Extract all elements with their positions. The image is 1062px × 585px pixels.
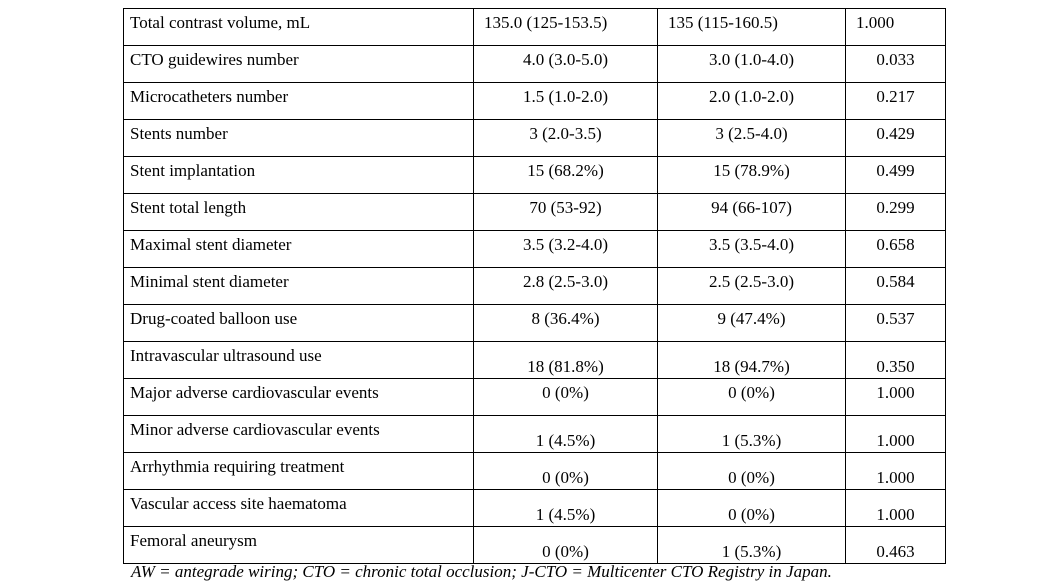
p-value-cell: 0.584	[845, 267, 946, 305]
group1-value-cell: 3 (2.0-3.5)	[473, 119, 658, 157]
group2-value-cell: 0 (0%)	[657, 489, 846, 527]
row-label-cell: Minimal stent diameter	[123, 267, 474, 305]
row-label-cell: Vascular access site haematoma	[123, 489, 474, 527]
table-row: Arrhythmia requiring treatment 0 (0%) 0 (0…	[123, 452, 946, 490]
row-label-cell: Stents number	[123, 119, 474, 157]
group2-value-cell: 3.5 (3.5-4.0)	[657, 230, 846, 268]
p-value-cell: 0.658	[845, 230, 946, 268]
p-value-cell: 0.537	[845, 304, 946, 342]
p-value-cell: 0.217	[845, 82, 946, 120]
group2-value-cell: 3 (2.5-4.0)	[657, 119, 846, 157]
row-label-cell: Arrhythmia requiring treatment	[123, 452, 474, 490]
p-value-cell: 1.000	[845, 489, 946, 527]
p-value-cell: 1.000	[845, 415, 946, 453]
group2-value-cell: 15 (78.9%)	[657, 156, 846, 194]
row-label-cell: Minor adverse cardiovascular events	[123, 415, 474, 453]
row-label-cell: Intravascular ultrasound use	[123, 341, 474, 379]
group2-value-cell: 2.0 (1.0-2.0)	[657, 82, 846, 120]
table-row: Stents number 3 (2.0-3.5) 3 (2.5-4.0) 0.429	[123, 119, 946, 157]
group2-value-cell: 2.5 (2.5-3.0)	[657, 267, 846, 305]
table-row: Major adverse cardiovascular events 0 (0%…	[123, 378, 946, 416]
table-row: Microcatheters number 1.5 (1.0-2.0) 2.0 (1…	[123, 82, 946, 120]
group1-value-cell: 1.5 (1.0-2.0)	[473, 82, 658, 120]
group1-value-cell: 0 (0%)	[473, 452, 658, 490]
p-value-cell: 0.299	[845, 193, 946, 231]
group1-value-cell: 2.8 (2.5-3.0)	[473, 267, 658, 305]
group2-value-cell: 1 (5.3%)	[657, 526, 846, 564]
table-row: Femoral aneurysm 0 (0%) 1 (5.3%) 0.463	[123, 526, 946, 564]
abbreviations-footnote: AW = antegrade wiring; CTO = chronic tot…	[131, 562, 832, 581]
group1-value-cell: 8 (36.4%)	[473, 304, 658, 342]
group2-value-cell: 135 (115-160.5)	[657, 8, 846, 46]
group1-value-cell: 1 (4.5%)	[473, 415, 658, 453]
table-row: Intravascular ultrasound use 18 (81.8%) 18…	[123, 341, 946, 379]
group1-value-cell: 15 (68.2%)	[473, 156, 658, 194]
procedural-outcomes-table: Total contrast volume, mL 135.0 (125-153.…	[123, 8, 946, 564]
row-label-cell: Stent implantation	[123, 156, 474, 194]
group1-value-cell: 135.0 (125-153.5)	[473, 8, 658, 46]
row-label-cell: Drug-coated balloon use	[123, 304, 474, 342]
group1-value-cell: 3.5 (3.2-4.0)	[473, 230, 658, 268]
row-label-cell: Total contrast volume, mL	[123, 8, 474, 46]
group1-value-cell: 4.0 (3.0-5.0)	[473, 45, 658, 83]
p-value-cell: 0.499	[845, 156, 946, 194]
p-value-cell: 1.000	[845, 8, 946, 46]
row-label-cell: Major adverse cardiovascular events	[123, 378, 474, 416]
table-row: Drug-coated balloon use 8 (36.4%) 9 (47.4%…	[123, 304, 946, 342]
group2-value-cell: 3.0 (1.0-4.0)	[657, 45, 846, 83]
row-label-cell: Stent total length	[123, 193, 474, 231]
group2-value-cell: 1 (5.3%)	[657, 415, 846, 453]
group2-value-cell: 0 (0%)	[657, 452, 846, 490]
group1-value-cell: 0 (0%)	[473, 378, 658, 416]
p-value-cell: 0.350	[845, 341, 946, 379]
table-row: Stent total length 70 (53-92) 94 (66-107) 0…	[123, 193, 946, 231]
row-label-cell: Microcatheters number	[123, 82, 474, 120]
table-row: Maximal stent diameter 3.5 (3.2-4.0) 3.5 (…	[123, 230, 946, 268]
row-label-cell: Femoral aneurysm	[123, 526, 474, 564]
p-value-cell: 1.000	[845, 378, 946, 416]
group1-value-cell: 0 (0%)	[473, 526, 658, 564]
table-row: Total contrast volume, mL 135.0 (125-153.…	[123, 8, 946, 46]
group1-value-cell: 18 (81.8%)	[473, 341, 658, 379]
group2-value-cell: 94 (66-107)	[657, 193, 846, 231]
p-value-cell: 1.000	[845, 452, 946, 490]
table-body: Total contrast volume, mL 135.0 (125-153.…	[123, 8, 946, 564]
group1-value-cell: 70 (53-92)	[473, 193, 658, 231]
p-value-cell: 0.429	[845, 119, 946, 157]
table-row: Vascular access site haematoma 1 (4.5%) 0 …	[123, 489, 946, 527]
row-label-cell: Maximal stent diameter	[123, 230, 474, 268]
p-value-cell: 0.463	[845, 526, 946, 564]
row-label-cell: CTO guidewires number	[123, 45, 474, 83]
group2-value-cell: 18 (94.7%)	[657, 341, 846, 379]
table-row: CTO guidewires number 4.0 (3.0-5.0) 3.0 (1…	[123, 45, 946, 83]
table-row: Stent implantation 15 (68.2%) 15 (78.9%) 0.…	[123, 156, 946, 194]
table-row: Minimal stent diameter 2.8 (2.5-3.0) 2.5 (…	[123, 267, 946, 305]
table-row: Minor adverse cardiovascular events 1 (4.…	[123, 415, 946, 453]
group2-value-cell: 9 (47.4%)	[657, 304, 846, 342]
group2-value-cell: 0 (0%)	[657, 378, 846, 416]
p-value-cell: 0.033	[845, 45, 946, 83]
group1-value-cell: 1 (4.5%)	[473, 489, 658, 527]
